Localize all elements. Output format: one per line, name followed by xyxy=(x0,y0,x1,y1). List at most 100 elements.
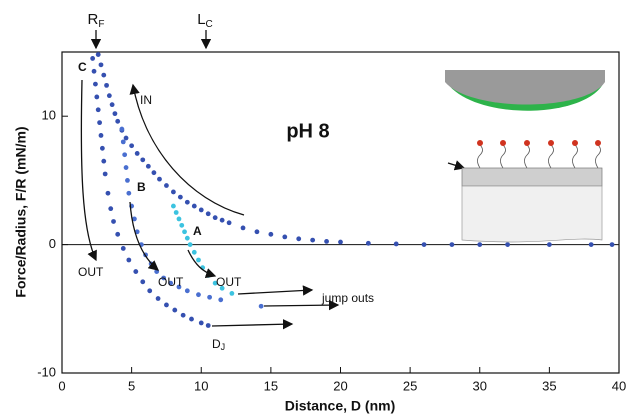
data-point xyxy=(147,288,153,294)
data-point xyxy=(196,292,201,298)
data-point xyxy=(112,111,118,117)
data-point xyxy=(219,285,225,291)
data-point xyxy=(115,231,121,237)
data-point xyxy=(155,296,161,301)
data-point xyxy=(176,216,182,222)
x-tick-label: 25 xyxy=(403,378,417,393)
data-point xyxy=(168,280,174,286)
data-point xyxy=(240,225,246,231)
data-point xyxy=(134,229,140,235)
data-point xyxy=(609,242,615,248)
data-point xyxy=(140,157,146,163)
data-point xyxy=(126,190,132,196)
data-point xyxy=(105,190,111,196)
data-point xyxy=(109,102,115,108)
data-point xyxy=(171,189,176,195)
data-point xyxy=(268,231,274,237)
data-point xyxy=(205,211,211,217)
data-point xyxy=(393,241,399,247)
label-dj: DJ xyxy=(212,337,225,352)
x-tick-label: 35 xyxy=(542,378,556,393)
data-point xyxy=(140,279,146,285)
arrow-a xyxy=(187,249,217,279)
data-point xyxy=(98,133,104,138)
x-tick-label: 40 xyxy=(612,378,626,393)
data-point xyxy=(95,52,101,57)
data-point xyxy=(282,234,288,240)
jump-arrow xyxy=(263,299,340,311)
data-point xyxy=(101,158,107,164)
data-point xyxy=(310,237,316,243)
data-point xyxy=(212,215,218,221)
data-point xyxy=(94,94,100,100)
data-point xyxy=(196,257,201,263)
data-point xyxy=(173,210,179,215)
x-tick-label: 5 xyxy=(128,378,135,393)
x-tick-label: 0 xyxy=(58,378,65,393)
data-point xyxy=(171,203,176,209)
peg-chains xyxy=(477,144,601,169)
data-point xyxy=(218,297,224,303)
annotations: RF LC C B A IN pH 8 OUT OUT OUT jump out… xyxy=(78,11,374,352)
data-point xyxy=(198,320,204,326)
data-point xyxy=(184,288,190,294)
label-out: OUT xyxy=(216,275,242,289)
amine-dots xyxy=(477,140,601,146)
data-point xyxy=(164,183,169,188)
au-tip xyxy=(445,70,605,105)
data-point xyxy=(132,216,137,222)
data-point xyxy=(219,217,225,223)
data-point xyxy=(123,135,129,141)
data-point xyxy=(546,242,552,248)
lc-label: LC xyxy=(197,11,213,30)
data-point xyxy=(258,303,264,309)
data-point xyxy=(172,307,178,313)
data-point xyxy=(120,246,126,251)
data-point xyxy=(205,323,211,328)
data-point xyxy=(111,219,116,224)
data-point xyxy=(122,152,128,158)
data-point xyxy=(106,93,112,99)
data-point xyxy=(176,284,182,290)
label-out: OUT xyxy=(158,275,184,289)
data-point xyxy=(151,170,157,176)
data-point xyxy=(108,206,114,212)
bilayer xyxy=(461,167,603,187)
inset xyxy=(445,70,605,243)
data-point xyxy=(184,235,190,241)
data-point xyxy=(207,294,213,300)
y-axis-label: Force/Radius, F/R (mN/m) xyxy=(13,126,29,297)
mica xyxy=(461,185,603,243)
label-jump: jump outs xyxy=(321,291,374,305)
label-a: A xyxy=(193,224,202,238)
data-point xyxy=(90,56,96,61)
data-point xyxy=(157,176,162,182)
data-point xyxy=(477,242,483,248)
data-point xyxy=(296,236,302,242)
arrow-in xyxy=(129,83,245,216)
data-point xyxy=(104,82,109,88)
peg-arrow xyxy=(447,160,466,171)
data-point xyxy=(129,143,135,149)
data-point xyxy=(588,242,594,248)
data-point xyxy=(161,275,167,281)
x-tick-label: 15 xyxy=(264,378,278,393)
data-point xyxy=(184,199,190,205)
data-point xyxy=(449,242,455,248)
label-b: B xyxy=(137,180,146,194)
data-point xyxy=(134,151,140,156)
data-point xyxy=(145,163,151,169)
data-point xyxy=(123,165,129,170)
y-tick-label: -10 xyxy=(37,364,56,379)
data-point xyxy=(421,242,427,248)
data-point xyxy=(91,68,97,74)
data-point xyxy=(229,290,235,296)
y-tick-label: 0 xyxy=(49,236,56,251)
data-point xyxy=(187,242,193,248)
data-point xyxy=(125,178,130,183)
data-point xyxy=(324,238,329,244)
label-c: C xyxy=(78,60,87,74)
data-point xyxy=(226,220,232,226)
data-point xyxy=(505,242,510,248)
x-axis-label: Distance, D (nm) xyxy=(285,398,395,414)
